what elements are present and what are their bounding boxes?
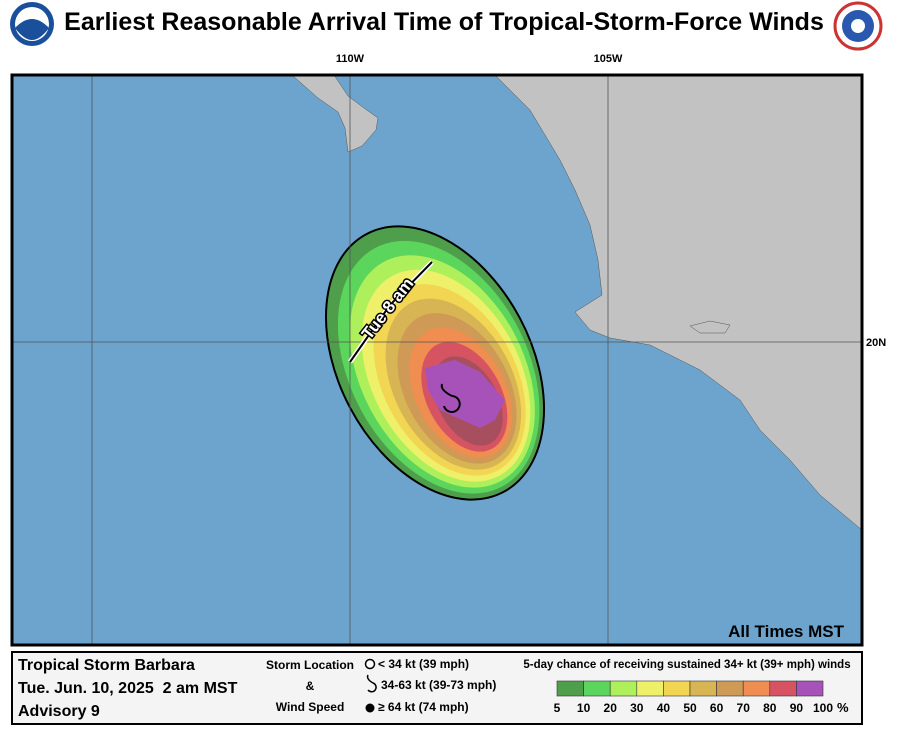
legend-swatch <box>689 680 717 697</box>
map: Tue 8 am All Times MST <box>12 75 862 645</box>
legend-swatch <box>636 680 664 697</box>
legend-level: 5 <box>554 701 561 715</box>
key-title: Wind Speed <box>276 700 345 714</box>
legend-level: 100 <box>813 701 833 715</box>
legend-level: 90 <box>790 701 804 715</box>
key-entry: ≥ 64 kt (74 mph) <box>378 700 469 714</box>
time-zone: All Times MST <box>728 622 844 641</box>
advisory-number: Advisory 9 <box>18 703 100 720</box>
storm-symbol <box>440 383 461 413</box>
legend-swatch <box>796 680 824 697</box>
map-frame <box>10 73 864 647</box>
key-symbol <box>365 703 375 713</box>
probability-title: 5-day chance of receiving sustained 34+ … <box>523 659 850 671</box>
legend-swatch <box>583 680 611 697</box>
legend-level: 70 <box>737 701 751 715</box>
legend-level: 20 <box>604 701 618 715</box>
noaa-logo <box>10 2 54 46</box>
legend-level: 50 <box>683 701 697 715</box>
key-symbol <box>366 674 377 693</box>
probability-contours <box>324 225 546 501</box>
legend-swatch <box>716 680 744 697</box>
arrival-contour <box>349 261 433 363</box>
title: Earliest Reasonable Arrival Time of Trop… <box>64 8 824 36</box>
lon-label: 110W <box>336 53 365 65</box>
legend-swatch <box>742 680 771 697</box>
legend-level: 60 <box>710 701 724 715</box>
legend-level: 40 <box>657 701 671 715</box>
legend-unit: % <box>837 700 849 715</box>
nws-logo <box>833 1 883 51</box>
storm-name: Tropical Storm Barbara <box>18 657 195 674</box>
lat-label: 20N <box>866 337 886 349</box>
key-symbol <box>364 658 376 670</box>
legend-level: 30 <box>630 701 644 715</box>
probability-legend: 5 10 20 30 40 50 60 70 80 90 100% <box>554 680 849 715</box>
advisory-time: Tue. Jun. 10, 2025 2 am MST <box>18 680 238 697</box>
key-entry: < 34 kt (39 mph) <box>378 657 469 671</box>
legend-swatch <box>609 680 638 697</box>
probability-band <box>425 360 505 428</box>
legend-swatch <box>556 680 584 697</box>
lon-label: 105W <box>594 53 623 65</box>
legend-level: 80 <box>763 701 777 715</box>
key-title: & <box>306 679 315 693</box>
legend-level: 10 <box>577 701 591 715</box>
legend-swatch <box>663 680 691 697</box>
land <box>494 75 862 531</box>
land <box>291 75 379 153</box>
key-title: Storm Location <box>266 658 354 672</box>
legend-swatch <box>769 680 797 697</box>
island <box>689 320 731 334</box>
key-entry: 34-63 kt (39-73 mph) <box>381 678 496 692</box>
